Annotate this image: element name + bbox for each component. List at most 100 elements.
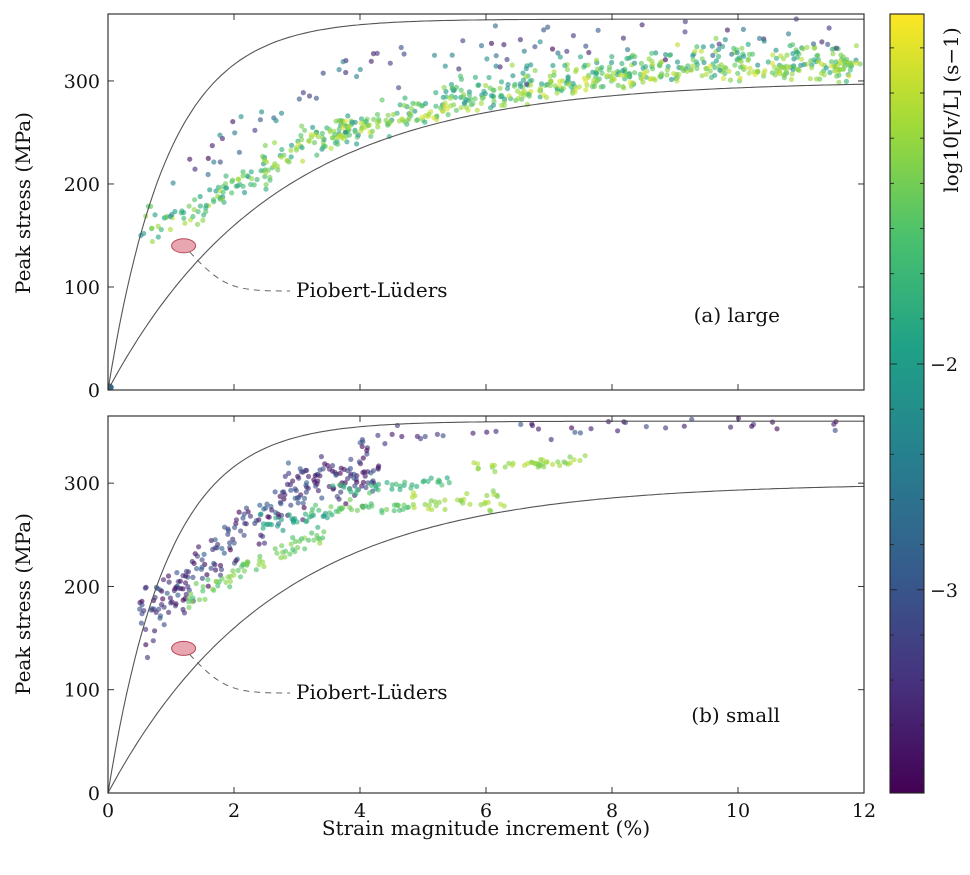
data-point	[572, 429, 578, 435]
data-point	[211, 159, 217, 165]
data-point	[788, 76, 795, 83]
data-point	[830, 51, 836, 57]
data-point	[444, 475, 450, 481]
data-point	[449, 52, 455, 58]
data-point	[348, 507, 355, 513]
data-point	[407, 111, 413, 117]
data-point	[215, 541, 221, 548]
data-point	[287, 551, 293, 557]
data-point	[582, 453, 588, 459]
data-point	[273, 509, 279, 516]
data-point	[364, 445, 370, 451]
data-point	[256, 562, 262, 568]
data-point	[288, 487, 294, 493]
data-point	[543, 94, 550, 100]
panel-small: 0 2 4 6 8 10 12 0 100 200 300 Piobert-Lüders (b) s…	[11, 415, 876, 840]
data-point	[303, 489, 309, 495]
data-point	[447, 103, 454, 109]
data-point	[703, 71, 709, 77]
data-point	[273, 118, 279, 124]
data-point	[264, 521, 270, 527]
data-point	[662, 57, 669, 63]
y-tick-label: 200	[64, 174, 100, 196]
data-point	[137, 606, 143, 612]
data-point	[368, 133, 374, 139]
data-point	[285, 460, 291, 466]
data-point	[674, 59, 681, 65]
data-point	[535, 426, 542, 432]
data-point	[309, 530, 315, 536]
data-point	[557, 78, 563, 85]
data-point	[778, 53, 784, 59]
data-point	[238, 528, 244, 534]
data-point	[690, 53, 696, 59]
data-point	[692, 48, 698, 55]
data-point	[713, 58, 720, 64]
data-point	[286, 512, 292, 518]
data-point	[347, 497, 353, 503]
data-point	[476, 82, 482, 88]
data-point	[335, 141, 341, 147]
data-point	[383, 117, 389, 123]
data-point	[306, 138, 312, 144]
data-point	[354, 73, 360, 80]
data-point	[219, 196, 226, 202]
data-point	[205, 155, 211, 161]
data-point	[194, 566, 200, 572]
data-point	[591, 83, 598, 89]
data-point	[632, 54, 638, 60]
data-point	[815, 59, 822, 65]
data-point	[425, 478, 431, 484]
data-point	[312, 131, 318, 137]
data-point	[260, 525, 266, 531]
data-point	[755, 62, 761, 68]
data-point	[491, 462, 497, 468]
data-point	[449, 86, 455, 92]
data-point	[557, 54, 563, 60]
data-point	[846, 60, 852, 66]
data-point	[304, 467, 310, 473]
data-point	[287, 482, 293, 488]
data-point	[257, 117, 263, 123]
data-point	[491, 87, 497, 93]
data-point	[305, 485, 311, 491]
data-point	[472, 96, 478, 102]
colorbar-tick-label: −2	[930, 354, 958, 376]
data-point	[192, 197, 198, 203]
data-point	[397, 102, 403, 108]
data-point	[487, 85, 493, 91]
data-point	[643, 64, 649, 70]
data-point	[160, 596, 166, 602]
data-point	[319, 495, 325, 501]
data-point	[837, 58, 843, 64]
data-point	[543, 459, 550, 465]
data-point	[368, 58, 374, 64]
data-point	[194, 221, 201, 227]
data-point	[836, 67, 843, 73]
data-point	[823, 65, 830, 71]
data-point	[192, 551, 198, 557]
data-point	[230, 536, 236, 542]
data-point	[550, 461, 556, 467]
data-point	[280, 527, 286, 534]
data-point	[428, 475, 434, 481]
data-point	[595, 27, 601, 33]
data-point	[674, 42, 681, 48]
data-point	[638, 60, 645, 66]
data-point	[595, 66, 601, 72]
data-point	[724, 27, 731, 33]
data-point	[241, 532, 247, 538]
data-point	[599, 70, 605, 76]
data-point	[460, 38, 466, 44]
data-point	[572, 89, 578, 95]
data-point	[223, 185, 230, 191]
data-point	[721, 64, 728, 70]
data-point	[684, 68, 690, 74]
data-point	[167, 226, 173, 233]
y-tick-label: 0	[88, 783, 100, 805]
data-point	[577, 457, 583, 464]
data-point	[262, 142, 268, 149]
data-point	[419, 114, 425, 120]
data-point	[279, 146, 285, 153]
data-point	[213, 578, 219, 585]
